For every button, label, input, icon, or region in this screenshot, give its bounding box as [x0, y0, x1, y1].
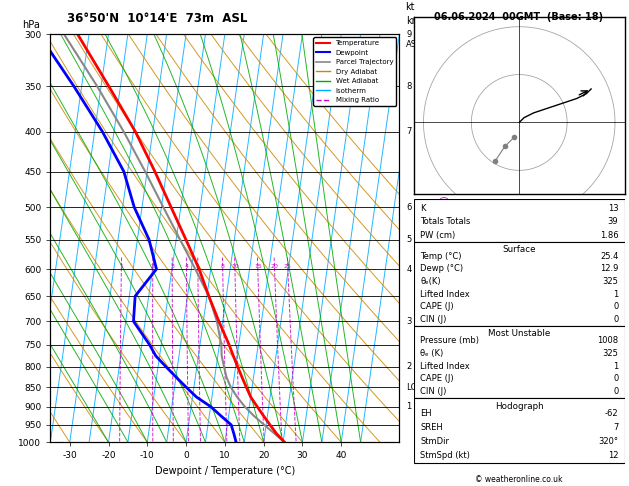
Text: 06.06.2024  00GMT  (Base: 18): 06.06.2024 00GMT (Base: 18) [435, 12, 603, 22]
Text: 25: 25 [284, 264, 292, 269]
Text: PW (cm): PW (cm) [420, 231, 455, 240]
Text: 320°: 320° [598, 437, 618, 446]
Text: LCL: LCL [406, 382, 421, 392]
Text: SREH: SREH [420, 423, 443, 432]
Text: CIN (J): CIN (J) [420, 387, 447, 397]
Text: 5: 5 [406, 235, 411, 244]
Text: 7: 7 [406, 127, 412, 136]
Legend: Temperature, Dewpoint, Parcel Trajectory, Dry Adiabat, Wet Adiabat, Isotherm, Mi: Temperature, Dewpoint, Parcel Trajectory… [313, 37, 396, 106]
Text: 13: 13 [608, 204, 618, 213]
Text: Surface: Surface [503, 245, 536, 254]
Text: K: K [420, 204, 426, 213]
Text: Hodograph: Hodograph [495, 401, 543, 411]
Text: θₑ (K): θₑ (K) [420, 348, 443, 358]
Text: 9: 9 [406, 30, 411, 38]
Bar [414, 199, 625, 242]
Text: -62: -62 [604, 409, 618, 418]
Text: 39: 39 [608, 217, 618, 226]
Text: 0: 0 [613, 302, 618, 311]
Text: 2: 2 [151, 264, 155, 269]
Text: Dewp (°C): Dewp (°C) [420, 264, 464, 274]
Text: 325: 325 [603, 277, 618, 286]
Text: Totals Totals: Totals Totals [420, 217, 470, 226]
Text: 20: 20 [270, 264, 279, 269]
Text: hPa: hPa [23, 20, 40, 30]
Text: 5: 5 [196, 264, 200, 269]
Text: 25.4: 25.4 [600, 252, 618, 261]
Text: 1008: 1008 [597, 336, 618, 345]
Text: CIN (J): CIN (J) [420, 315, 447, 324]
Text: 325: 325 [603, 348, 618, 358]
Text: 15: 15 [254, 264, 262, 269]
Text: ASL: ASL [406, 40, 422, 49]
Bar [414, 242, 625, 326]
Text: 10: 10 [231, 264, 239, 269]
Text: 1: 1 [406, 402, 411, 411]
Text: Lifted Index: Lifted Index [420, 290, 470, 298]
Text: Pressure (mb): Pressure (mb) [420, 336, 479, 345]
Text: CAPE (J): CAPE (J) [420, 302, 454, 311]
Text: 4: 4 [406, 264, 411, 274]
Text: 7: 7 [613, 423, 618, 432]
X-axis label: Dewpoint / Temperature (°C): Dewpoint / Temperature (°C) [155, 466, 295, 476]
Text: km: km [406, 16, 421, 26]
Text: EH: EH [420, 409, 432, 418]
Text: 0: 0 [613, 387, 618, 397]
Text: 1.86: 1.86 [599, 231, 618, 240]
Text: 3: 3 [170, 264, 174, 269]
Text: 12.9: 12.9 [600, 264, 618, 274]
Text: StmDir: StmDir [420, 437, 449, 446]
Bar [414, 326, 625, 399]
Text: Most Unstable: Most Unstable [488, 329, 550, 338]
Text: CAPE (J): CAPE (J) [420, 375, 454, 383]
Text: 8: 8 [221, 264, 225, 269]
Text: 0: 0 [613, 315, 618, 324]
Text: 3: 3 [406, 317, 412, 326]
Bar [414, 399, 625, 463]
Text: 1: 1 [613, 362, 618, 370]
Text: © weatheronline.co.uk: © weatheronline.co.uk [475, 474, 563, 484]
Text: 36°50'N  10°14'E  73m  ASL: 36°50'N 10°14'E 73m ASL [67, 12, 247, 25]
Text: 1: 1 [120, 264, 123, 269]
Text: 2: 2 [406, 362, 411, 371]
Text: StmSpd (kt): StmSpd (kt) [420, 451, 470, 460]
Text: θₑ(K): θₑ(K) [420, 277, 441, 286]
Text: Lifted Index: Lifted Index [420, 362, 470, 370]
Text: 8: 8 [406, 82, 412, 91]
Text: kt: kt [406, 2, 415, 12]
Text: 4: 4 [184, 264, 189, 269]
Text: 0: 0 [613, 375, 618, 383]
Text: Temp (°C): Temp (°C) [420, 252, 462, 261]
Text: 1: 1 [613, 290, 618, 298]
Text: 6: 6 [406, 203, 412, 212]
Text: 12: 12 [608, 451, 618, 460]
Y-axis label: Mixing Ratio (g/kg): Mixing Ratio (g/kg) [441, 195, 450, 281]
